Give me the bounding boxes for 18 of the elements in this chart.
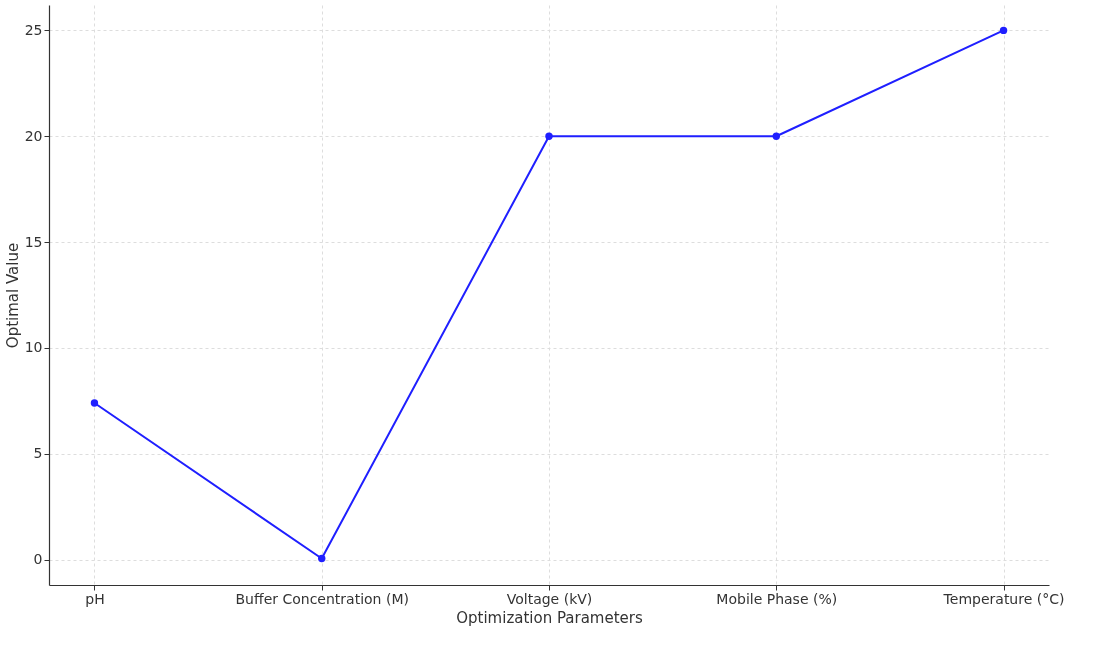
y-tick-label: 5: [33, 445, 43, 462]
point: [318, 554, 326, 563]
y-axis-title: Optimal Value: [3, 242, 22, 349]
y-tick-label: 15: [24, 233, 43, 250]
x-axis-title: Optimization Parameters: [456, 608, 643, 627]
point: [545, 132, 553, 140]
y-tick-label: 25: [24, 21, 43, 38]
y-tick-label: 0: [33, 551, 43, 568]
y-tick-label: 10: [24, 339, 43, 356]
x-tick-label: Temperature (°C): [942, 590, 1065, 607]
point: [772, 132, 780, 140]
x-tick-label: Voltage (kV): [506, 590, 593, 607]
x-tick-label: Buffer Concentration (M): [235, 590, 409, 607]
point: [999, 26, 1008, 35]
point: [90, 399, 99, 407]
y-tick-label: 20: [24, 127, 43, 144]
x-tick-label: Mobile Phase (%): [716, 590, 838, 607]
x-tick-label: pH: [85, 590, 105, 607]
